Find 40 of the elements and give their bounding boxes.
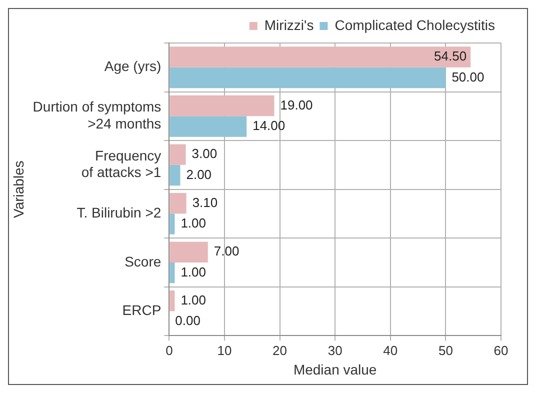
bar <box>170 144 186 165</box>
x-tick-label: 20 <box>272 342 288 358</box>
x-tick-label: 60 <box>494 342 508 358</box>
x-axis-title: Median value <box>293 361 377 378</box>
y-tick-label: Durtion of symptoms >24 months <box>32 98 162 132</box>
data-label: 3.00 <box>192 146 218 162</box>
bar <box>170 192 186 214</box>
data-label: 14.00 <box>252 118 286 134</box>
y-tick-label: T. Bilirubin >2 <box>76 204 162 221</box>
x-tick-label: 50 <box>438 342 453 358</box>
bar <box>170 290 175 312</box>
data-label: 3.10 <box>192 194 218 210</box>
y-tick-label: ERCP <box>122 302 162 318</box>
data-label: 0.00 <box>175 313 200 328</box>
data-label: 1.00 <box>180 292 206 308</box>
data-label: 1.00 <box>180 216 206 231</box>
data-label: 19.00 <box>280 97 313 112</box>
y-tick-label: Score <box>124 253 162 270</box>
x-tick-label: 30 <box>328 342 342 358</box>
bar <box>170 164 180 186</box>
x-tick-label: 40 <box>383 342 398 358</box>
bar <box>170 262 175 284</box>
y-tick-label: Frequency of attacks >1 <box>81 147 162 180</box>
bar <box>170 95 274 116</box>
x-tick-label: 10 <box>217 342 232 358</box>
data-label: 2.00 <box>186 166 212 182</box>
data-label: 50.00 <box>452 69 484 84</box>
x-tick-label: 0 <box>166 342 173 358</box>
legend-label: Complicated Cholecystitis <box>334 16 496 33</box>
bar <box>170 214 175 234</box>
bar <box>170 242 208 262</box>
data-label: 7.00 <box>214 244 240 259</box>
legend-label: Mirizzi's <box>264 16 314 33</box>
bar <box>170 67 446 88</box>
bar <box>170 46 471 68</box>
data-label: 1.00 <box>180 264 206 280</box>
y-tick-label: Age (yrs) <box>104 58 162 74</box>
y-axis-title: Variables <box>10 160 26 218</box>
bar <box>170 116 247 137</box>
data-label: 54.50 <box>434 48 467 64</box>
